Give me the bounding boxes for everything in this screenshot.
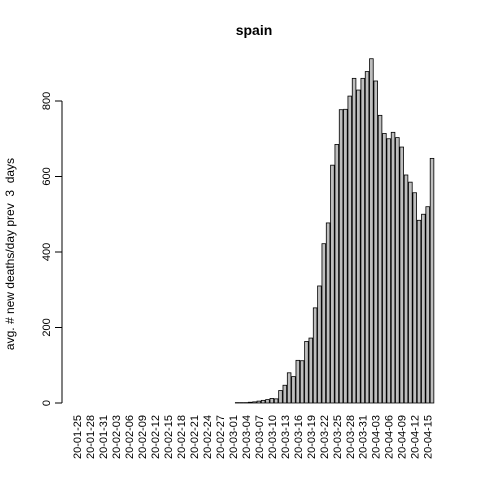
x-tick-label: 20-03-01 (228, 415, 240, 459)
bar (416, 219, 422, 404)
bar (321, 243, 326, 404)
x-tick-label: 20-02-21 (189, 415, 201, 459)
x-tick-label: 20-04-15 (423, 415, 435, 459)
x-tick-label: 20-03-16 (293, 415, 305, 459)
bar (395, 137, 400, 404)
bar (425, 206, 430, 404)
bar (252, 401, 257, 404)
y-tick-label: 800 (41, 92, 53, 110)
bar (317, 285, 322, 404)
bar (278, 390, 283, 404)
bar (386, 138, 391, 404)
bar (364, 71, 370, 404)
bar (390, 131, 396, 404)
bar (377, 114, 383, 404)
x-tick-label: 20-03-10 (267, 415, 279, 459)
bar (334, 144, 339, 404)
x-tick-label: 20-02-15 (163, 415, 175, 459)
bar (330, 164, 335, 404)
chart-title: spain (236, 22, 273, 38)
y-tick-label: 400 (41, 243, 53, 261)
x-tick-label: 20-03-04 (241, 415, 253, 459)
bar (308, 337, 314, 404)
bar (408, 181, 413, 404)
bar (421, 213, 426, 404)
bar (338, 109, 344, 404)
x-tick-label: 20-03-22 (319, 415, 331, 459)
x-tick-label: 20-02-03 (111, 415, 123, 459)
y-axis-label: avg. # new deaths/day prev 3 days (3, 158, 17, 350)
bar (291, 376, 296, 404)
bar (347, 95, 352, 404)
bar (312, 307, 318, 404)
x-tick-label: 20-02-12 (150, 415, 162, 459)
bar (356, 89, 361, 404)
x-tick-label: 20-02-09 (137, 415, 149, 459)
x-tick-label: 20-01-31 (98, 415, 110, 459)
bar (429, 157, 435, 404)
x-tick-label: 20-03-07 (254, 415, 266, 459)
x-tick-label: 20-02-06 (124, 415, 136, 459)
bar (265, 399, 270, 404)
bar (260, 399, 266, 404)
x-tick-label: 20-02-18 (176, 415, 188, 459)
x-tick-label: 20-01-28 (85, 415, 97, 459)
x-tick-label: 20-04-09 (397, 415, 409, 459)
bar (247, 401, 253, 404)
x-tick-label: 20-03-25 (332, 415, 344, 459)
bar (412, 192, 417, 404)
x-tick-label: 20-03-19 (306, 415, 318, 459)
bar (273, 398, 279, 404)
bar (269, 398, 275, 404)
x-tick-label: 20-03-28 (345, 415, 357, 459)
bar (399, 146, 404, 404)
bar (343, 108, 348, 404)
bar (299, 360, 305, 404)
bar (373, 80, 378, 404)
bar (286, 372, 292, 404)
x-tick-label: 20-02-27 (215, 415, 227, 459)
x-tick-label: 20-04-12 (410, 415, 422, 459)
x-tick-label: 20-04-06 (384, 415, 396, 459)
bar (304, 341, 309, 404)
y-tick-label: 0 (41, 400, 53, 406)
x-tick-label: 20-04-03 (371, 415, 383, 459)
bar (351, 77, 357, 404)
bar (382, 133, 387, 404)
x-tick-label: 20-02-24 (202, 415, 214, 459)
bar (369, 58, 374, 404)
x-tick-label: 20-03-31 (358, 415, 370, 459)
bar (325, 222, 331, 404)
bar (256, 400, 262, 404)
x-tick-label: 20-01-25 (72, 415, 84, 459)
x-tick-label: 20-03-13 (280, 415, 292, 459)
bar (282, 384, 288, 404)
bar (295, 359, 301, 404)
bar (403, 174, 409, 404)
y-tick-label: 200 (41, 318, 53, 336)
y-tick-label: 600 (41, 167, 53, 185)
bar (360, 77, 365, 404)
